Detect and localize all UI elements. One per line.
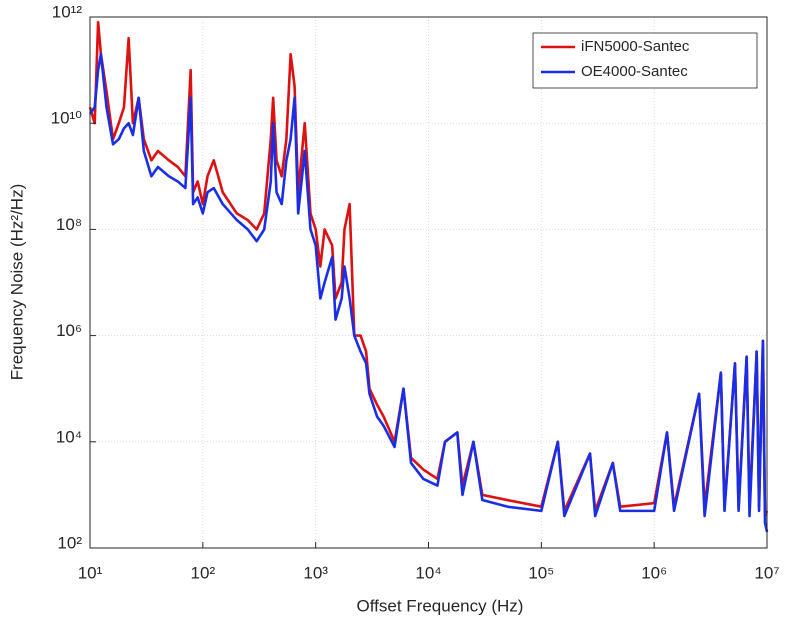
- series-line: [88, 52, 769, 533]
- x-tick-label: 10³: [303, 563, 328, 582]
- y-tick-label: 10⁸: [56, 215, 82, 234]
- legend-box: [532, 32, 758, 89]
- legend: iFN5000-Santec OE4000-Santec: [532, 32, 758, 89]
- x-tick-label: 10¹: [78, 563, 103, 582]
- x-tick-label: 10⁴: [415, 563, 441, 582]
- y-tick-label: 10⁴: [56, 427, 82, 446]
- legend-label: iFN5000-Santec: [581, 38, 690, 55]
- legend-label: OE4000-Santec: [581, 63, 688, 80]
- x-tick-label: 10⁷: [754, 563, 779, 582]
- x-tick-label: 10⁶: [641, 563, 667, 582]
- x-tick-label: 10⁵: [528, 563, 554, 582]
- y-axis-label: Frequency Noise (Hz²/Hz): [7, 184, 26, 381]
- plot-lines: [88, 20, 769, 533]
- y-tick-label: 10²: [57, 533, 82, 552]
- x-axis-label: Offset Frequency (Hz): [357, 596, 524, 615]
- x-tick-label: 10²: [191, 563, 216, 582]
- y-tick-label: 10¹⁰: [51, 109, 83, 128]
- y-tick-label: 10¹²: [52, 2, 83, 21]
- y-tick-label: 10⁶: [56, 321, 82, 340]
